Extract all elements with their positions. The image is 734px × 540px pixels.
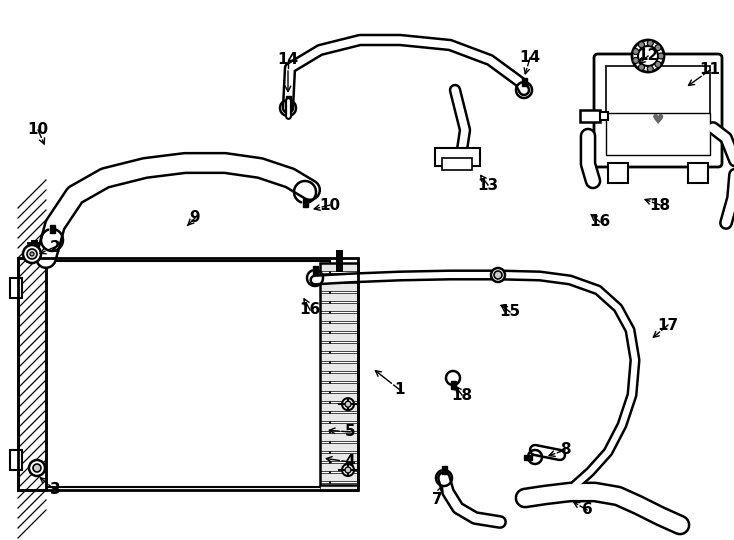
Bar bbox=[320, 263, 358, 271]
Bar bbox=[46, 261, 330, 487]
Polygon shape bbox=[302, 199, 308, 207]
Text: 15: 15 bbox=[499, 305, 520, 320]
Text: 7: 7 bbox=[432, 492, 443, 508]
Bar bbox=[320, 423, 358, 431]
Bar bbox=[320, 373, 358, 381]
Bar bbox=[320, 283, 358, 291]
Text: 9: 9 bbox=[189, 211, 200, 226]
Text: 6: 6 bbox=[581, 503, 592, 517]
Text: 14: 14 bbox=[520, 51, 540, 65]
Circle shape bbox=[638, 46, 658, 66]
Text: 18: 18 bbox=[650, 198, 671, 213]
Polygon shape bbox=[451, 381, 456, 389]
Bar bbox=[320, 313, 358, 321]
Bar bbox=[606, 66, 710, 118]
Polygon shape bbox=[441, 466, 446, 474]
Bar bbox=[320, 383, 358, 391]
Bar bbox=[600, 112, 608, 120]
Polygon shape bbox=[49, 225, 54, 233]
Polygon shape bbox=[521, 78, 526, 86]
Text: 16: 16 bbox=[299, 302, 321, 318]
Circle shape bbox=[27, 249, 37, 259]
Text: 12: 12 bbox=[637, 49, 658, 64]
Bar bbox=[320, 403, 358, 411]
Bar bbox=[320, 443, 358, 451]
Circle shape bbox=[345, 467, 351, 473]
Bar bbox=[320, 433, 358, 441]
Circle shape bbox=[345, 401, 351, 407]
Text: ♥: ♥ bbox=[652, 113, 664, 127]
Circle shape bbox=[633, 49, 639, 55]
Bar bbox=[435, 148, 480, 166]
Bar bbox=[320, 303, 358, 311]
Polygon shape bbox=[286, 96, 291, 104]
Bar bbox=[320, 323, 358, 331]
Circle shape bbox=[342, 464, 354, 476]
Text: 3: 3 bbox=[50, 483, 60, 497]
Circle shape bbox=[23, 245, 41, 263]
Bar bbox=[320, 363, 358, 371]
Circle shape bbox=[655, 45, 661, 51]
Bar bbox=[320, 453, 358, 461]
Bar bbox=[320, 393, 358, 401]
Polygon shape bbox=[524, 455, 532, 460]
Text: 17: 17 bbox=[658, 318, 678, 333]
Bar bbox=[320, 413, 358, 421]
Bar bbox=[320, 343, 358, 351]
Polygon shape bbox=[313, 266, 318, 274]
Bar bbox=[580, 110, 600, 122]
Bar bbox=[18, 258, 46, 490]
Bar bbox=[606, 113, 710, 155]
Circle shape bbox=[30, 252, 34, 256]
Circle shape bbox=[639, 42, 644, 48]
Bar bbox=[10, 278, 22, 298]
Text: 18: 18 bbox=[451, 388, 473, 402]
Text: 8: 8 bbox=[560, 442, 570, 457]
Text: 11: 11 bbox=[700, 63, 721, 78]
Circle shape bbox=[342, 398, 354, 410]
Circle shape bbox=[647, 66, 653, 72]
Text: 10: 10 bbox=[27, 123, 48, 138]
Circle shape bbox=[491, 268, 505, 282]
Circle shape bbox=[647, 40, 653, 46]
Text: 14: 14 bbox=[277, 52, 299, 68]
Bar bbox=[18, 258, 358, 490]
Circle shape bbox=[655, 62, 661, 68]
Circle shape bbox=[658, 53, 664, 59]
Bar bbox=[320, 293, 358, 301]
Text: 13: 13 bbox=[477, 178, 498, 192]
Bar bbox=[320, 473, 358, 481]
Bar bbox=[320, 263, 358, 485]
Text: 2: 2 bbox=[50, 240, 60, 254]
Text: 5: 5 bbox=[345, 424, 355, 440]
Bar bbox=[10, 450, 22, 470]
Text: 16: 16 bbox=[589, 214, 611, 230]
Circle shape bbox=[633, 57, 639, 63]
Bar bbox=[18, 258, 46, 490]
FancyBboxPatch shape bbox=[594, 54, 722, 167]
Bar bbox=[320, 353, 358, 361]
Circle shape bbox=[632, 40, 664, 72]
Circle shape bbox=[494, 271, 502, 279]
Circle shape bbox=[33, 464, 41, 472]
Circle shape bbox=[29, 460, 45, 476]
Bar bbox=[608, 163, 628, 183]
Bar bbox=[320, 463, 358, 471]
Bar bbox=[320, 273, 358, 281]
Text: 4: 4 bbox=[345, 455, 355, 469]
Bar bbox=[688, 163, 708, 183]
Bar bbox=[442, 158, 472, 170]
Bar bbox=[320, 483, 358, 491]
Text: 10: 10 bbox=[319, 198, 341, 213]
Bar bbox=[320, 333, 358, 341]
Circle shape bbox=[639, 64, 644, 70]
Text: 1: 1 bbox=[395, 382, 405, 397]
